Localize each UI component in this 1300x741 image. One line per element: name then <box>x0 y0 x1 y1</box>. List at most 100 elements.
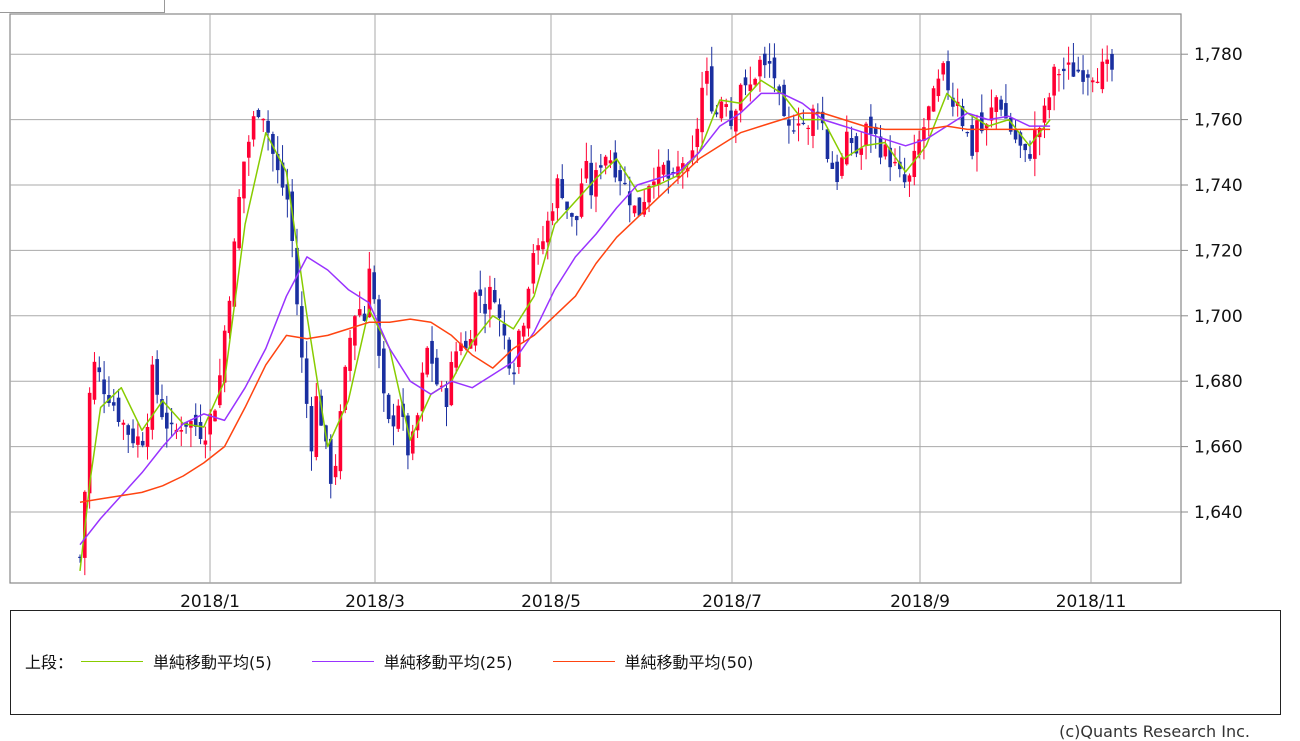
y-axis-ticks: 1,640 1,660 1,680 1,700 1,720 1,740 1,760 1,780 <box>1194 45 1243 523</box>
candle-body <box>256 109 261 118</box>
candle-body <box>820 111 825 124</box>
candle-body <box>642 201 647 215</box>
candle-body <box>1095 81 1100 83</box>
candle-body <box>560 179 565 199</box>
candle-body <box>362 313 367 321</box>
candle-body <box>280 162 285 188</box>
candle-body <box>251 116 256 140</box>
candle-body <box>478 289 483 296</box>
candle-body <box>367 268 372 318</box>
candle-body <box>208 413 213 435</box>
candle-body <box>237 197 241 249</box>
candle-body <box>111 402 116 406</box>
y-tick-label: 1,760 <box>1194 111 1243 131</box>
candle-body <box>1090 80 1095 83</box>
candle-body <box>435 357 439 385</box>
candle-body <box>213 410 217 422</box>
x-tick-label: 2018/7 <box>702 592 762 610</box>
candle-body <box>719 101 724 119</box>
candle-body <box>970 125 974 156</box>
candle-body <box>420 372 425 412</box>
candle-body <box>275 153 280 171</box>
candle-body <box>1033 130 1037 159</box>
candle-body <box>869 116 873 134</box>
candle-body <box>430 340 434 364</box>
candle-body <box>946 61 950 91</box>
candle-body <box>136 436 140 445</box>
candle-body <box>304 358 309 404</box>
candle-body <box>261 118 266 121</box>
stock-chart: 1,640 1,660 1,680 1,700 1,720 1,740 1,760 1,780… <box>9 13 1243 610</box>
candle-body <box>121 422 126 425</box>
ma-line-0 <box>79 79 1051 571</box>
candle-body <box>705 70 709 84</box>
candle-body <box>102 379 106 395</box>
candle-body <box>386 394 391 420</box>
candle-body <box>382 348 386 394</box>
candle-body <box>198 422 203 439</box>
candle-body <box>589 162 593 196</box>
candle-body <box>536 245 540 251</box>
candle-body <box>989 107 994 121</box>
candle-body <box>131 428 135 444</box>
ma-line-1 <box>79 92 1051 546</box>
candle-body <box>878 136 883 158</box>
y-tick-label: 1,780 <box>1194 45 1243 65</box>
candle-body <box>791 130 796 132</box>
candle-body <box>1110 53 1114 70</box>
y-tick-label: 1,660 <box>1194 438 1243 458</box>
ma-line-2 <box>79 112 1051 503</box>
candle-body <box>565 201 569 211</box>
candle-body <box>618 170 622 182</box>
candle-body <box>372 272 376 300</box>
candle-body <box>266 120 270 133</box>
candle-body <box>951 97 955 107</box>
legend-item-ma25: 単純移動平均(25) <box>311 649 513 673</box>
candle-body <box>661 164 666 175</box>
candle-body <box>849 138 854 144</box>
candle-body <box>936 78 941 97</box>
candle-body <box>1052 66 1056 96</box>
copyright-credit: (c)Quants Research Inc. <box>1059 722 1250 741</box>
candle-body <box>931 88 936 112</box>
moving-average-lines <box>79 79 1051 571</box>
candle-body <box>1004 103 1008 119</box>
candle-body <box>116 397 121 422</box>
candle-body <box>782 84 786 117</box>
candle-body <box>391 415 396 427</box>
candle-body <box>246 141 251 158</box>
x-tick-label: 2018/1 <box>180 592 240 610</box>
candle-body <box>338 411 343 472</box>
candle-body <box>656 166 661 185</box>
candle-body <box>406 415 410 456</box>
candle-body <box>724 104 729 107</box>
candle-body <box>521 325 526 337</box>
candle-body <box>357 309 362 316</box>
candle-body <box>492 290 497 303</box>
candle-body <box>714 112 719 115</box>
candle-body <box>825 129 830 159</box>
candle-body <box>608 160 613 164</box>
candle-body <box>165 412 169 429</box>
plot-area <box>9 13 1182 584</box>
candle-body <box>348 337 352 371</box>
candle-body <box>155 359 159 395</box>
candle-body <box>709 66 714 112</box>
candle-body <box>1086 74 1090 78</box>
candle-body <box>840 157 844 176</box>
candle-body <box>439 385 444 387</box>
y-tick-label: 1,720 <box>1194 241 1243 261</box>
legend-swatch-ma25 <box>311 660 374 662</box>
candle-body <box>767 61 772 64</box>
candle-body <box>483 303 487 314</box>
candle-body <box>1042 105 1047 123</box>
candle-body <box>488 286 492 310</box>
legend-label-ma5: 単純移動平均(5) <box>153 653 272 672</box>
candle-body <box>232 241 237 307</box>
candle-body <box>1066 62 1071 65</box>
candle-body <box>738 84 743 111</box>
candle-body <box>1047 97 1052 111</box>
candle-body <box>473 292 478 346</box>
candle-body <box>242 161 246 199</box>
candle-body <box>902 174 907 183</box>
